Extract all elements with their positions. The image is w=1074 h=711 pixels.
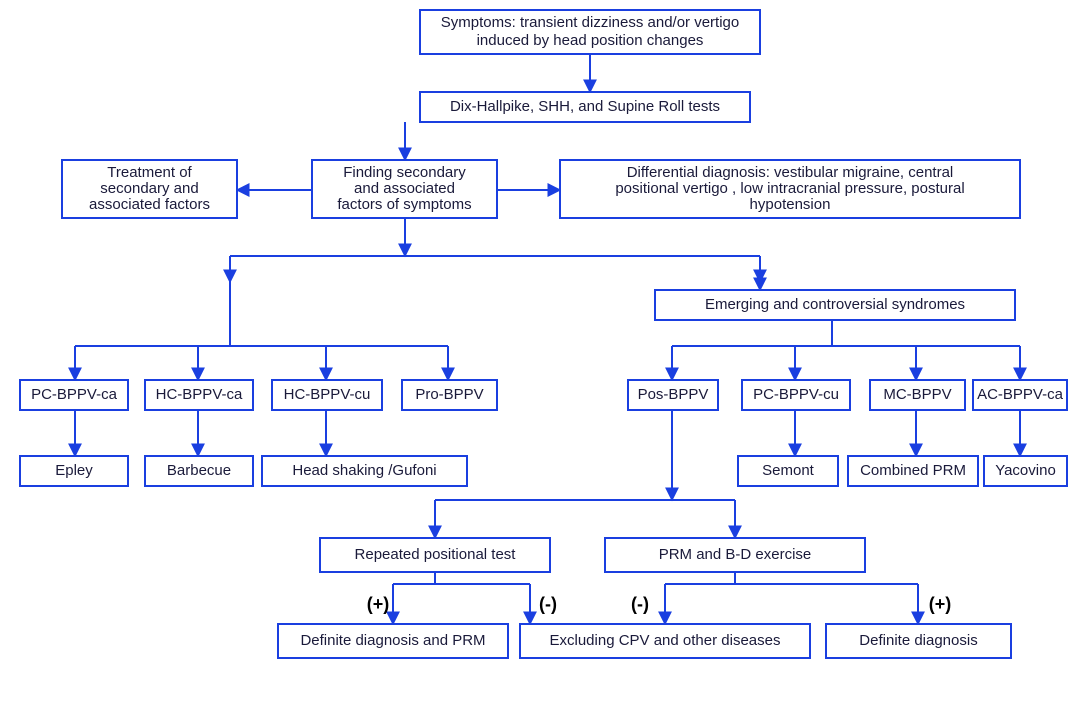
node-emerg: Emerging and controversial syndromes xyxy=(655,290,1015,320)
node-treat: Treatment ofsecondary andassociated fact… xyxy=(62,160,237,218)
node-pos: Pos-BPPV xyxy=(628,380,718,410)
node-label-def2: Definite diagnosis xyxy=(859,632,977,649)
node-label-hc_ca: HC-BPPV-ca xyxy=(156,386,243,403)
node-semont: Semont xyxy=(738,456,838,486)
node-label-comb: Combined PRM xyxy=(860,462,966,479)
node-label-pos: Pos-BPPV xyxy=(638,386,709,403)
node-prm: PRM and B-D exercise xyxy=(605,538,865,572)
svg-text:factors of symptoms: factors of symptoms xyxy=(337,196,471,213)
node-pro: Pro-BPPV xyxy=(402,380,497,410)
sign: (+) xyxy=(367,594,390,614)
sign: (-) xyxy=(539,594,557,614)
sign: (-) xyxy=(631,594,649,614)
node-tests: Dix-Hallpike, SHH, and Supine Roll tests xyxy=(420,92,750,122)
svg-text:secondary and: secondary and xyxy=(100,180,198,197)
svg-text:Differential diagnosis: vestib: Differential diagnosis: vestibular migra… xyxy=(627,164,954,181)
node-label-pro: Pro-BPPV xyxy=(415,386,483,403)
node-label-bbq: Barbecue xyxy=(167,462,231,479)
svg-text:associated factors: associated factors xyxy=(89,196,210,213)
node-rep: Repeated positional test xyxy=(320,538,550,572)
svg-text:induced by head position chang: induced by head position changes xyxy=(477,32,704,49)
node-label-pc_cu: PC-BPPV-cu xyxy=(753,386,839,403)
node-label-mc: MC-BPPV xyxy=(883,386,951,403)
node-label-pc_ca: PC-BPPV-ca xyxy=(31,386,118,403)
node-bbq: Barbecue xyxy=(145,456,253,486)
node-mc: MC-BPPV xyxy=(870,380,965,410)
svg-text:hypotension: hypotension xyxy=(750,196,831,213)
node-label-hsg: Head shaking /Gufoni xyxy=(292,462,436,479)
node-pc_ca: PC-BPPV-ca xyxy=(20,380,128,410)
sign: (+) xyxy=(929,594,952,614)
node-epley: Epley xyxy=(20,456,128,486)
svg-text:Finding secondary: Finding secondary xyxy=(343,164,466,181)
node-label-prm: PRM and B-D exercise xyxy=(659,546,812,563)
flowchart-canvas: Symptoms: transient dizziness and/or ver… xyxy=(0,0,1074,711)
node-hsg: Head shaking /Gufoni xyxy=(262,456,467,486)
node-label-excl: Excluding CPV and other diseases xyxy=(550,632,781,649)
node-label-hc_cu: HC-BPPV-cu xyxy=(284,386,371,403)
svg-text:Symptoms: transient dizziness: Symptoms: transient dizziness and/or ver… xyxy=(441,14,739,31)
node-finding: Finding secondaryand associatedfactors o… xyxy=(312,160,497,218)
node-label-yaco: Yacovino xyxy=(995,462,1056,479)
node-label-rep: Repeated positional test xyxy=(355,546,517,563)
node-label-def1: Definite diagnosis and PRM xyxy=(300,632,485,649)
node-label-emerg: Emerging and controversial syndromes xyxy=(705,296,965,313)
node-label-tests: Dix-Hallpike, SHH, and Supine Roll tests xyxy=(450,98,720,115)
svg-text:and associated: and associated xyxy=(354,180,455,197)
node-hc_ca: HC-BPPV-ca xyxy=(145,380,253,410)
node-def1: Definite diagnosis and PRM xyxy=(278,624,508,658)
svg-text:Treatment of: Treatment of xyxy=(107,164,192,181)
node-comb: Combined PRM xyxy=(848,456,978,486)
node-label-ac_ca: AC-BPPV-ca xyxy=(977,386,1064,403)
svg-text:positional vertigo , low intra: positional vertigo , low intracranial pr… xyxy=(615,180,964,197)
node-ac_ca: AC-BPPV-ca xyxy=(973,380,1067,410)
node-diff: Differential diagnosis: vestibular migra… xyxy=(560,160,1020,218)
node-pc_cu: PC-BPPV-cu xyxy=(742,380,850,410)
node-symptoms: Symptoms: transient dizziness and/or ver… xyxy=(420,10,760,54)
node-label-semont: Semont xyxy=(762,462,815,479)
node-hc_cu: HC-BPPV-cu xyxy=(272,380,382,410)
node-label-epley: Epley xyxy=(55,462,93,479)
node-def2: Definite diagnosis xyxy=(826,624,1011,658)
node-excl: Excluding CPV and other diseases xyxy=(520,624,810,658)
node-yaco: Yacovino xyxy=(984,456,1067,486)
